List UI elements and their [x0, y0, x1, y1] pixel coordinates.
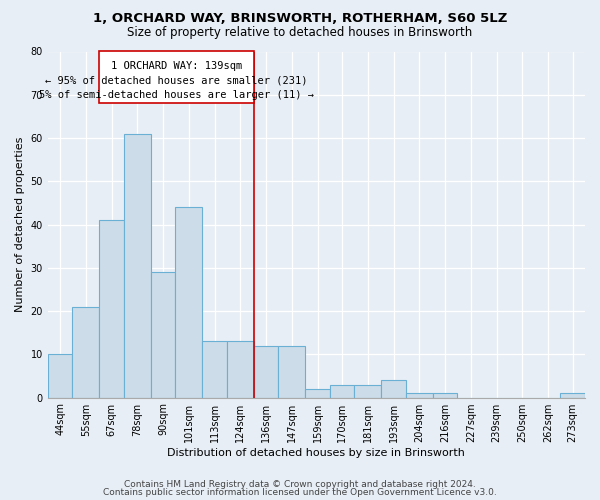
Y-axis label: Number of detached properties: Number of detached properties	[15, 137, 25, 312]
Text: 5% of semi-detached houses are larger (11) →: 5% of semi-detached houses are larger (1…	[39, 90, 314, 101]
Bar	[560, 394, 585, 398]
Bar	[305, 389, 330, 398]
Bar	[254, 346, 278, 398]
Text: ← 95% of detached houses are smaller (231): ← 95% of detached houses are smaller (23…	[45, 76, 308, 86]
X-axis label: Distribution of detached houses by size in Brinsworth: Distribution of detached houses by size …	[167, 448, 466, 458]
Bar	[227, 342, 254, 398]
Bar	[202, 342, 227, 398]
Bar	[73, 306, 99, 398]
Bar	[278, 346, 305, 398]
Bar	[99, 220, 124, 398]
Bar	[48, 354, 73, 398]
Bar	[124, 134, 151, 398]
Text: Size of property relative to detached houses in Brinsworth: Size of property relative to detached ho…	[127, 26, 473, 39]
Bar	[151, 272, 175, 398]
Bar	[406, 394, 433, 398]
Text: Contains HM Land Registry data © Crown copyright and database right 2024.: Contains HM Land Registry data © Crown c…	[124, 480, 476, 489]
Text: Contains public sector information licensed under the Open Government Licence v3: Contains public sector information licen…	[103, 488, 497, 497]
Text: 1 ORCHARD WAY: 139sqm: 1 ORCHARD WAY: 139sqm	[111, 61, 242, 71]
Bar	[355, 384, 382, 398]
Bar	[175, 207, 202, 398]
Bar	[433, 394, 457, 398]
Text: 1, ORCHARD WAY, BRINSWORTH, ROTHERHAM, S60 5LZ: 1, ORCHARD WAY, BRINSWORTH, ROTHERHAM, S…	[93, 12, 507, 26]
FancyBboxPatch shape	[99, 52, 254, 104]
Bar	[382, 380, 406, 398]
Bar	[330, 384, 355, 398]
